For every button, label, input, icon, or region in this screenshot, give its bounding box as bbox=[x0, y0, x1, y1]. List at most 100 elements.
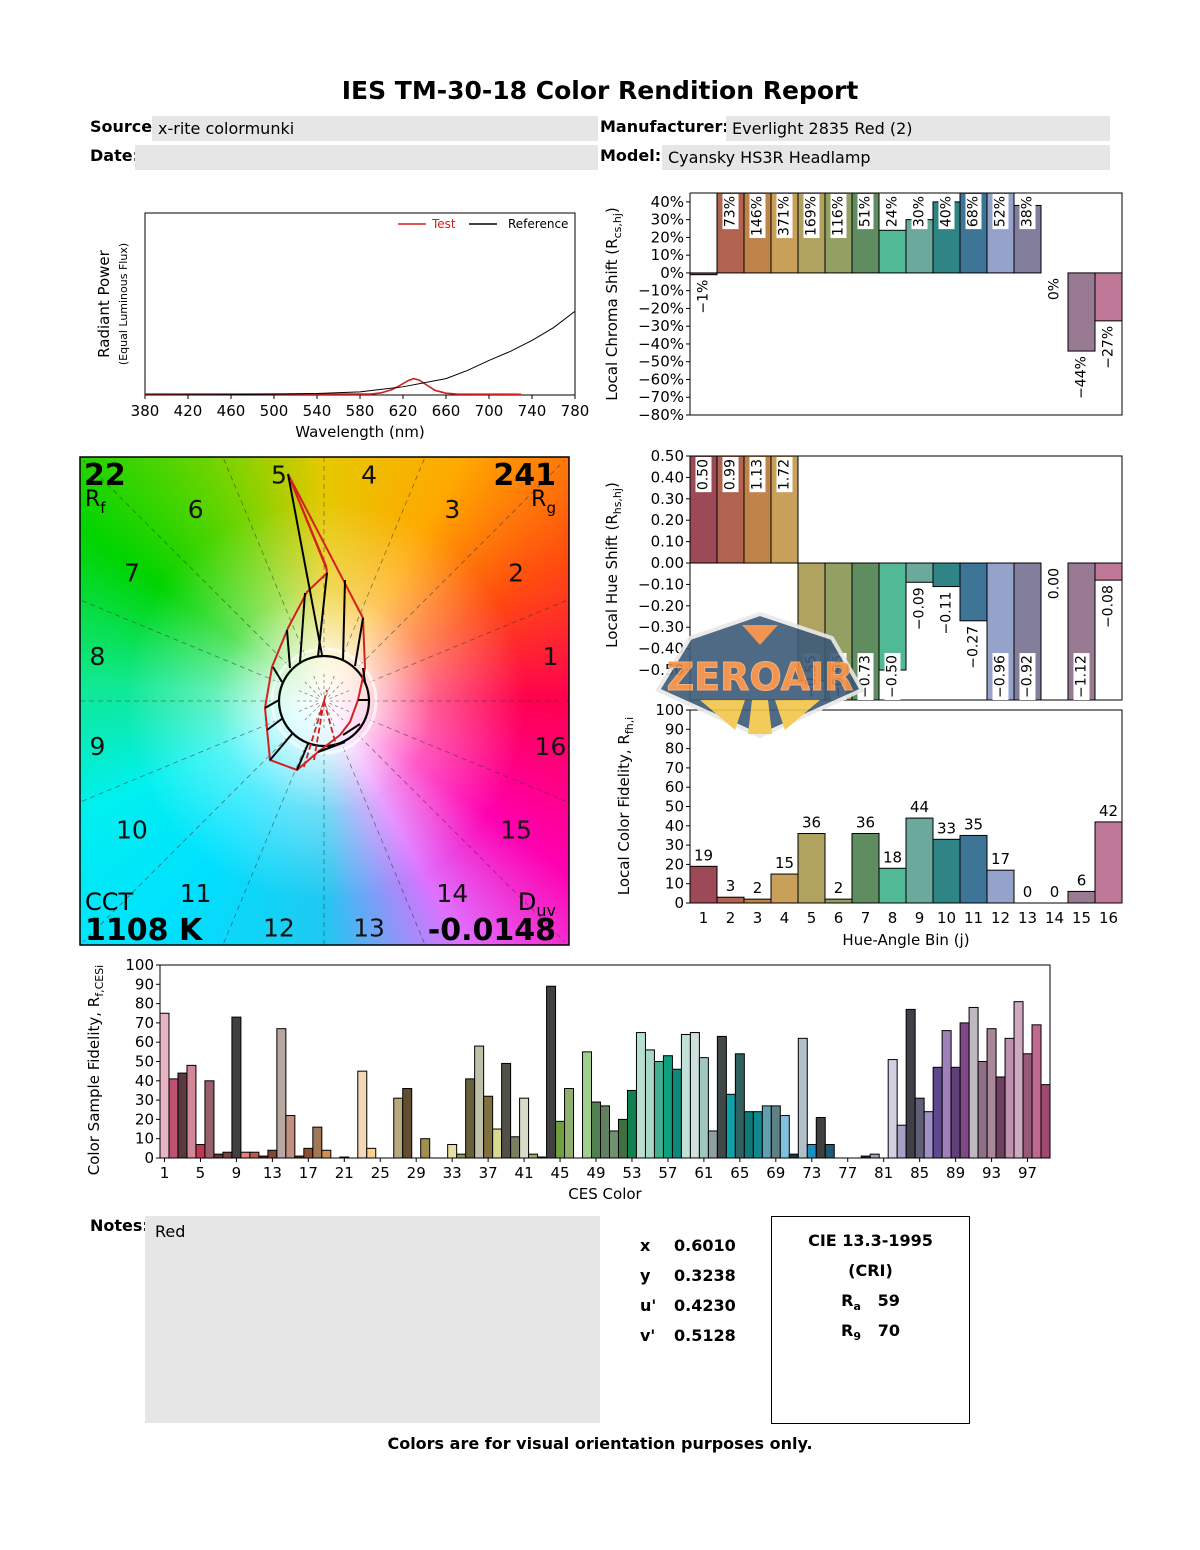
manufacturer-label: Manufacturer: bbox=[600, 117, 729, 136]
shift-connector-line bbox=[317, 741, 346, 753]
hue-shift-value-label: −0.96 bbox=[993, 655, 1009, 698]
hue-bin-tick-label: 11 bbox=[964, 909, 983, 927]
hue-shift-y-tick-label: −0.20 bbox=[638, 597, 684, 615]
ces-fidelity-bar bbox=[321, 1149, 332, 1159]
shift-connector-line bbox=[266, 717, 284, 731]
cct-label: CCT bbox=[85, 888, 134, 916]
ces-fidelity-bar bbox=[932, 1066, 943, 1159]
ces-fidelity-bar bbox=[788, 1153, 799, 1159]
spectrum-x-tick-label: 420 bbox=[174, 402, 203, 420]
hue-shift-value-label: −0.50 bbox=[885, 655, 901, 698]
ces-fidelity-bar bbox=[1013, 1001, 1024, 1159]
hue-bin-x-axis-label: Hue-Angle Bin (j) bbox=[842, 931, 969, 949]
ces-fidelity-bar bbox=[213, 1153, 224, 1159]
ces-fidelity-bar bbox=[303, 1147, 314, 1159]
ces-fidelity-bar bbox=[995, 1076, 1006, 1159]
ces-fidelity-bar bbox=[159, 1012, 170, 1159]
hue-shift-y-tick-label: −0.10 bbox=[638, 575, 684, 593]
ces-fidelity-bar bbox=[492, 1128, 503, 1159]
ces-fidelity-bar bbox=[1004, 1037, 1015, 1159]
local-fidelity-frame bbox=[689, 709, 1123, 904]
ces-x-tick-label: 17 bbox=[299, 1164, 318, 1182]
hue-shift-value-label: −0.92 bbox=[1020, 655, 1036, 698]
hue-bin-tick-label: 15 bbox=[1072, 909, 1091, 927]
ces-x-tick-label: 29 bbox=[407, 1164, 426, 1182]
hue-bin-inner-tick bbox=[329, 702, 351, 713]
ces-fidelity-bar bbox=[734, 1053, 745, 1159]
local-fidelity-y-tick-label: 50 bbox=[665, 798, 684, 816]
chroma-shift-value-label-background bbox=[1046, 275, 1063, 303]
notes-label: Notes: bbox=[90, 1216, 149, 1235]
shift-connector-line bbox=[286, 629, 291, 669]
ces-fidelity-bar bbox=[600, 1105, 610, 1159]
ces-fidelity-y-tick-label: 90 bbox=[135, 975, 154, 993]
ces-fidelity-bar bbox=[752, 1111, 763, 1159]
report-title: IES TM-30-18 Color Rendition Report bbox=[341, 76, 859, 105]
hue-bin-inner-tick bbox=[297, 689, 319, 700]
hue-bin-boundary bbox=[80, 599, 278, 683]
chroma-shift-y-axis-label: Local Chroma Shift (Rcs,hj) bbox=[603, 207, 624, 401]
v-prime-value: 0.5128 bbox=[674, 1326, 736, 1345]
cri-box: CIE 13.3-1995 (CRI) Ra 59 R9 70 bbox=[771, 1216, 970, 1424]
hue-bin-tick-label: 7 bbox=[861, 909, 871, 927]
hue-shift-value-label-background bbox=[884, 653, 901, 700]
hue-bin-tick-label: 4 bbox=[780, 909, 790, 927]
ces-fidelity-bar bbox=[582, 1051, 593, 1159]
local-fidelity-y-tick-label: 0 bbox=[674, 894, 684, 912]
hue-shift-value-label: −0.11 bbox=[939, 592, 955, 635]
cri-title: CIE 13.3-1995 bbox=[808, 1231, 933, 1250]
hue-bin-label: 5 bbox=[271, 460, 287, 489]
ces-x-tick-label: 33 bbox=[443, 1164, 462, 1182]
ces-fidelity-bar bbox=[510, 1136, 521, 1159]
ces-fidelity-bar bbox=[195, 1143, 206, 1159]
hue-shift-value-label: −0.08 bbox=[1101, 585, 1117, 628]
y-label: y bbox=[640, 1266, 651, 1285]
ces-fidelity-y-tick-label: 30 bbox=[135, 1091, 154, 1109]
ces-x-tick-label: 5 bbox=[196, 1164, 206, 1182]
local-fidelity-value-label: 44 bbox=[910, 798, 929, 816]
spectrum-x-tick-label: 460 bbox=[217, 402, 246, 420]
ces-x-tick-label: 77 bbox=[838, 1164, 857, 1182]
hue-shift-value-label-background bbox=[722, 457, 739, 493]
ces-fidelity-bar bbox=[797, 1037, 808, 1159]
ces-x-tick-label: 61 bbox=[694, 1164, 713, 1182]
ces-fidelity-bar bbox=[698, 1057, 709, 1159]
ces-x-tick-label: 69 bbox=[766, 1164, 785, 1182]
ces-fidelity-bar bbox=[824, 1143, 835, 1159]
chroma-shift-y-tick-label: −70% bbox=[638, 388, 684, 406]
hue-bin-inner-tick bbox=[327, 680, 345, 698]
test-center-dash bbox=[313, 700, 325, 761]
chroma-shift-y-tick-label: −60% bbox=[638, 370, 684, 388]
local-fidelity-bar bbox=[1094, 821, 1123, 904]
chroma-shift-value-label: −1% bbox=[696, 280, 712, 314]
chroma-shift-value-label: −27% bbox=[1101, 326, 1117, 369]
reference-halo bbox=[270, 647, 378, 755]
ces-fidelity-bar bbox=[501, 1062, 512, 1159]
ces-fidelity-bar bbox=[896, 1124, 907, 1159]
ces-fidelity-bar bbox=[869, 1153, 880, 1159]
hue-bin-tick-label: 6 bbox=[834, 909, 844, 927]
hue-shift-bar bbox=[689, 455, 718, 564]
ces-fidelity-bar bbox=[653, 1061, 664, 1159]
chroma-shift-y-tick-label: −50% bbox=[638, 353, 684, 371]
hue-bin-label: 8 bbox=[89, 642, 105, 671]
test-center-dash bbox=[302, 700, 325, 771]
chroma-shift-value-label-background bbox=[695, 277, 712, 316]
chroma-shift-bar bbox=[689, 272, 718, 276]
ces-fidelity-bar bbox=[689, 1032, 700, 1159]
ces-fidelity-bar bbox=[950, 1066, 961, 1159]
hue-shift-value-label-background bbox=[992, 653, 1009, 700]
hue-bin-tick-label: 5 bbox=[807, 909, 817, 927]
hue-shift-value-label-background bbox=[1019, 653, 1036, 700]
hue-bin-label: 12 bbox=[263, 914, 295, 943]
ces-fidelity-y-tick-label: 20 bbox=[135, 1110, 154, 1128]
test-gamut-polygon bbox=[263, 473, 367, 772]
manufacturer-field: Everlight 2835 Red (2) bbox=[726, 116, 1110, 141]
ces-fidelity-bar bbox=[231, 1016, 242, 1159]
ces-fidelity-bar bbox=[914, 1097, 925, 1159]
chroma-shift-y-tick-label: 30% bbox=[651, 211, 684, 229]
ces-fidelity-bar bbox=[591, 1101, 602, 1159]
hue-bin-inner-tick bbox=[312, 674, 323, 696]
chroma-shift-value-label: 40% bbox=[939, 196, 955, 227]
test-center-dash bbox=[323, 689, 328, 702]
